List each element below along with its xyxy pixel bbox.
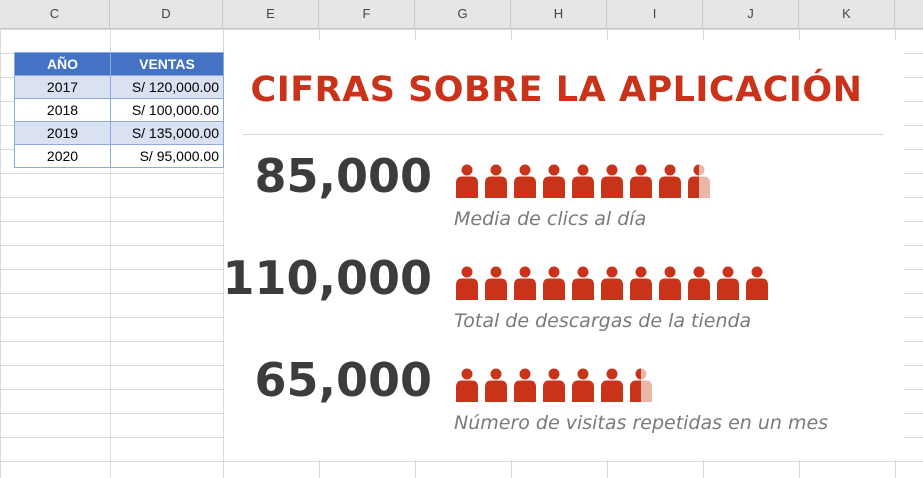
stat-value: 85,000 xyxy=(254,149,432,203)
person-icon xyxy=(456,164,478,198)
stat-caption: Total de descargas de la tienda xyxy=(454,310,752,332)
stat-caption: Número de visitas repetidas en un mes xyxy=(454,412,829,434)
table-header-year[interactable]: AÑO xyxy=(14,52,111,76)
column-header-k[interactable]: K xyxy=(799,0,895,28)
column-header-bar: C D E F G H I J K xyxy=(0,0,923,29)
stat-value: 65,000 xyxy=(254,353,432,407)
column-header-i[interactable]: I xyxy=(607,0,703,28)
cell-year[interactable]: 2017 xyxy=(14,75,111,99)
table-row: 2017 S/ 120,000.00 xyxy=(14,75,224,99)
person-icon xyxy=(717,266,739,300)
sales-table: AÑO VENTAS 2017 S/ 120,000.00 2018 S/ 10… xyxy=(14,52,224,168)
stat-caption: Media de clics al día xyxy=(454,208,647,230)
column-header-g[interactable]: G xyxy=(415,0,511,28)
column-header-h[interactable]: H xyxy=(511,0,607,28)
person-icon xyxy=(601,266,623,300)
person-icon xyxy=(543,266,565,300)
person-icon xyxy=(630,266,652,300)
cell-sales[interactable]: S/ 135,000.00 xyxy=(110,121,224,145)
person-icon xyxy=(659,164,681,198)
cell-year[interactable]: 2019 xyxy=(14,121,111,145)
column-header-f[interactable]: F xyxy=(319,0,415,28)
grid-line xyxy=(223,29,224,478)
person-icon xyxy=(630,368,652,402)
grid-line xyxy=(110,29,111,478)
stat-row-visits: 65,000 Número de visitas repetidas en un… xyxy=(224,354,904,444)
person-icon xyxy=(543,164,565,198)
person-icon xyxy=(485,164,507,198)
person-icon xyxy=(746,266,768,300)
table-row: 2018 S/ 100,000.00 xyxy=(14,98,224,122)
person-icon xyxy=(514,368,536,402)
cell-year[interactable]: 2018 xyxy=(14,98,111,122)
stat-value: 110,000 xyxy=(222,251,432,305)
cell-year[interactable]: 2020 xyxy=(14,144,111,168)
person-icon xyxy=(601,164,623,198)
person-icon xyxy=(514,164,536,198)
infographic-title: CIFRAS SOBRE LA APLICACIÓN xyxy=(250,70,863,110)
column-header-e[interactable]: E xyxy=(223,0,319,28)
column-header-c[interactable]: C xyxy=(0,0,110,28)
person-icon xyxy=(456,266,478,300)
person-icon xyxy=(572,368,594,402)
table-row: 2019 S/ 135,000.00 xyxy=(14,121,224,145)
person-icon xyxy=(514,266,536,300)
stat-row-clicks: 85,000 Media de clics al día xyxy=(224,150,904,240)
table-row: 2020 S/ 95,000.00 xyxy=(14,144,224,168)
person-icon xyxy=(572,266,594,300)
stat-row-downloads: 110,000 Total de descargas de la tienda xyxy=(222,251,904,342)
column-header-d[interactable]: D xyxy=(110,0,223,28)
person-icon-row xyxy=(454,164,715,198)
person-icon xyxy=(456,368,478,402)
cell-sales[interactable]: S/ 95,000.00 xyxy=(110,144,224,168)
cell-sales[interactable]: S/ 120,000.00 xyxy=(110,75,224,99)
person-icon-row xyxy=(454,368,657,402)
title-divider xyxy=(243,134,884,135)
person-icon xyxy=(601,368,623,402)
cell-sales[interactable]: S/ 100,000.00 xyxy=(110,98,224,122)
person-icon-row xyxy=(454,266,773,300)
person-icon xyxy=(659,266,681,300)
table-header-sales[interactable]: VENTAS xyxy=(110,52,224,76)
person-icon xyxy=(485,266,507,300)
person-icon xyxy=(572,164,594,198)
person-icon xyxy=(688,164,710,198)
person-icon xyxy=(543,368,565,402)
column-header-j[interactable]: J xyxy=(703,0,799,28)
person-icon xyxy=(630,164,652,198)
infographic-panel[interactable]: CIFRAS SOBRE LA APLICACIÓN 85,000 Media … xyxy=(222,40,904,460)
person-icon xyxy=(485,368,507,402)
person-icon xyxy=(688,266,710,300)
